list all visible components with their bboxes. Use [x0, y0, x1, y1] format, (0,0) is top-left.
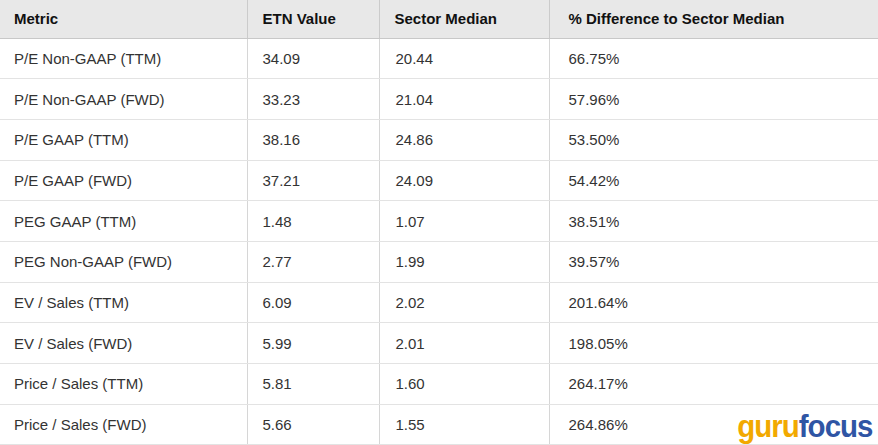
table-row: P/E Non-GAAP (FWD) 33.23 21.04 57.96% [0, 79, 878, 120]
cell-pct-difference: 198.05% [549, 323, 878, 364]
cell-pct-difference: 54.42% [549, 160, 878, 201]
table-row: PEG GAAP (TTM) 1.48 1.07 38.51% [0, 201, 878, 242]
column-header-metric: Metric [0, 0, 247, 38]
cell-sector-median: 20.44 [379, 38, 549, 79]
cell-metric: P/E GAAP (FWD) [0, 160, 247, 201]
cell-etn-value: 38.16 [247, 119, 379, 160]
column-header-sector-median: Sector Median [379, 0, 549, 38]
table-row: EV / Sales (FWD) 5.99 2.01 198.05% [0, 323, 878, 364]
table-row: P/E Non-GAAP (TTM) 34.09 20.44 66.75% [0, 38, 878, 79]
cell-etn-value: 37.21 [247, 160, 379, 201]
table-header-row: Metric ETN Value Sector Median % Differe… [0, 0, 878, 38]
cell-sector-median: 1.55 [379, 404, 549, 445]
cell-metric: P/E GAAP (TTM) [0, 119, 247, 160]
cell-sector-median: 1.99 [379, 241, 549, 282]
metrics-table-container: Metric ETN Value Sector Median % Differe… [0, 0, 878, 445]
cell-metric: EV / Sales (TTM) [0, 282, 247, 323]
cell-etn-value: 5.81 [247, 364, 379, 405]
cell-pct-difference: 39.57% [549, 241, 878, 282]
cell-pct-difference: 66.75% [549, 38, 878, 79]
cell-metric: P/E Non-GAAP (TTM) [0, 38, 247, 79]
cell-etn-value: 33.23 [247, 79, 379, 120]
cell-sector-median: 1.07 [379, 201, 549, 242]
table-row: PEG Non-GAAP (FWD) 2.77 1.99 39.57% [0, 241, 878, 282]
cell-sector-median: 2.01 [379, 323, 549, 364]
cell-sector-median: 24.09 [379, 160, 549, 201]
cell-sector-median: 2.02 [379, 282, 549, 323]
cell-sector-median: 1.60 [379, 364, 549, 405]
table-row: Price / Sales (TTM) 5.81 1.60 264.17% [0, 364, 878, 405]
cell-sector-median: 24.86 [379, 119, 549, 160]
table-row: EV / Sales (TTM) 6.09 2.02 201.64% [0, 282, 878, 323]
cell-etn-value: 5.99 [247, 323, 379, 364]
cell-metric: PEG GAAP (TTM) [0, 201, 247, 242]
cell-etn-value: 6.09 [247, 282, 379, 323]
cell-metric: P/E Non-GAAP (FWD) [0, 79, 247, 120]
cell-etn-value: 34.09 [247, 38, 379, 79]
column-header-pct-difference: % Difference to Sector Median [549, 0, 878, 38]
cell-metric: Price / Sales (FWD) [0, 404, 247, 445]
cell-sector-median: 21.04 [379, 79, 549, 120]
cell-etn-value: 1.48 [247, 201, 379, 242]
table-row: P/E GAAP (FWD) 37.21 24.09 54.42% [0, 160, 878, 201]
cell-metric: PEG Non-GAAP (FWD) [0, 241, 247, 282]
metrics-table: Metric ETN Value Sector Median % Differe… [0, 0, 878, 445]
table-row: Price / Sales (FWD) 5.66 1.55 264.86% [0, 404, 878, 445]
cell-etn-value: 2.77 [247, 241, 379, 282]
column-header-etn-value: ETN Value [247, 0, 379, 38]
cell-pct-difference: 201.64% [549, 282, 878, 323]
cell-metric: Price / Sales (TTM) [0, 364, 247, 405]
cell-metric: EV / Sales (FWD) [0, 323, 247, 364]
cell-pct-difference: 57.96% [549, 79, 878, 120]
cell-pct-difference: 53.50% [549, 119, 878, 160]
cell-etn-value: 5.66 [247, 404, 379, 445]
cell-pct-difference: 264.86% [549, 404, 878, 445]
cell-pct-difference: 38.51% [549, 201, 878, 242]
cell-pct-difference: 264.17% [549, 364, 878, 405]
table-row: P/E GAAP (TTM) 38.16 24.86 53.50% [0, 119, 878, 160]
